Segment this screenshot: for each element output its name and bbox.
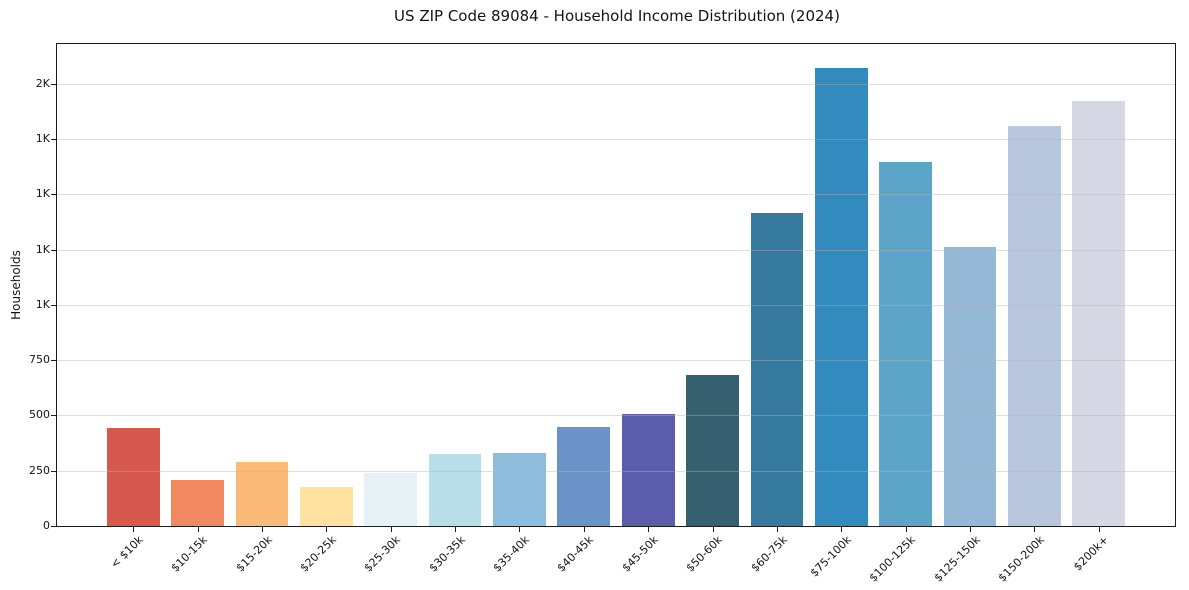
bar-slot: [101, 44, 165, 526]
y-tick-mark: [51, 139, 56, 141]
bar-$50-60k: [686, 375, 739, 526]
bar-slot: [294, 44, 358, 526]
y-tick-mark: [51, 526, 56, 527]
bars-layer: [57, 44, 1175, 526]
x-tick-mark: [648, 527, 650, 532]
y-tick-mark: [51, 360, 56, 362]
y-tick-mark: [51, 470, 56, 472]
bar-$20-25k: [299, 486, 353, 526]
x-tick-label-$150-200k: $150-200k: [995, 533, 1047, 585]
x-tick-label-< $10k: < $10k: [108, 533, 146, 571]
bar-slot: [1067, 44, 1131, 526]
x-tick-label-$100-125k: $100-125k: [867, 533, 919, 585]
y-tick-label: 250: [29, 463, 50, 477]
bar-slot: [552, 44, 616, 526]
x-tick-mark: [970, 527, 972, 532]
x-tick-label-$200k+: $200k+: [1071, 533, 1112, 574]
y-tick-mark: [51, 415, 56, 417]
x-tick-mark: [841, 527, 843, 532]
x-tick-mark: [583, 527, 585, 532]
y-tick-label: 1K: [35, 242, 50, 256]
bar-$200k+: [1072, 101, 1126, 526]
bar-$10-15k: [171, 479, 224, 526]
x-tick-label-$50-60k: $50-60k: [683, 533, 726, 575]
y-tick-mark: [51, 194, 56, 196]
x-tick-label-$125-150k: $125-150k: [931, 533, 983, 585]
x-tick-label-$60-75k: $60-75k: [748, 533, 790, 575]
y-tick-label: 1K: [35, 132, 50, 146]
bar-slot: [680, 44, 744, 526]
y-tick-label: 0: [43, 519, 50, 532]
bar-slot: [230, 44, 294, 526]
x-tick-mark: [133, 527, 135, 532]
bar-$15-20k: [235, 461, 289, 526]
x-tick-label-$10-15k: $10-15k: [168, 533, 211, 575]
y-tick-label: 750: [29, 353, 50, 367]
x-tick-label-$40-45k: $40-45k: [555, 533, 597, 575]
y-tick-label: 500: [29, 408, 50, 422]
x-tick-mark: [390, 527, 392, 532]
bar-slot: [809, 44, 873, 526]
bar-slot: [1002, 44, 1066, 526]
x-tick-mark: [455, 527, 457, 532]
x-tick-mark: [519, 527, 521, 532]
x-tick-label-$35-40k: $35-40k: [490, 533, 532, 575]
bar-$75-100k: [814, 67, 868, 526]
chart-title: US ZIP Code 89084 - Household Income Dis…: [394, 7, 840, 25]
x-tick-label-$75-100k: $75-100k: [807, 533, 854, 580]
bar-$25-30k: [364, 472, 418, 526]
bar-$40-45k: [557, 427, 611, 526]
bar-$150-200k: [1008, 126, 1061, 526]
x-tick-label-$30-35k: $30-35k: [426, 533, 468, 575]
bar-slot: [423, 44, 487, 526]
x-tick-mark: [197, 527, 199, 532]
x-tick-label-$25-30k: $25-30k: [361, 533, 404, 575]
bar-slot: [487, 44, 551, 526]
y-tick-label: 2K: [35, 76, 50, 90]
plot-area: [56, 43, 1176, 527]
x-tick-mark: [776, 527, 778, 532]
bar-$45-50k: [621, 414, 675, 526]
x-tick-label-$15-20k: $15-20k: [233, 533, 275, 575]
x-tick-mark: [712, 527, 714, 532]
y-tick-mark: [51, 249, 56, 251]
x-tick-mark: [905, 527, 907, 532]
bar-$60-75k: [750, 212, 804, 526]
bar-$35-40k: [493, 453, 546, 526]
y-tick-label: 1K: [35, 187, 50, 201]
bar-< $10k: [106, 428, 160, 526]
y-tick-label: 1K: [35, 297, 50, 311]
x-tick-mark: [326, 527, 328, 532]
bar-slot: [745, 44, 809, 526]
x-tick-label-$45-50k: $45-50k: [619, 533, 661, 575]
bar-$100-125k: [879, 161, 933, 526]
x-tick-mark: [261, 527, 263, 532]
bar-$125-150k: [943, 247, 997, 526]
bar-slot: [359, 44, 423, 526]
bar-slot: [165, 44, 229, 526]
y-tick-mark: [51, 83, 56, 85]
x-tick-mark: [1098, 527, 1100, 532]
bar-slot: [938, 44, 1002, 526]
y-tick-mark: [51, 304, 56, 306]
bar-slot: [616, 44, 680, 526]
x-tick-mark: [1034, 527, 1036, 532]
bar-slot: [874, 44, 938, 526]
bar-$30-35k: [428, 454, 482, 526]
x-tick-label-$20-25k: $20-25k: [297, 533, 339, 575]
